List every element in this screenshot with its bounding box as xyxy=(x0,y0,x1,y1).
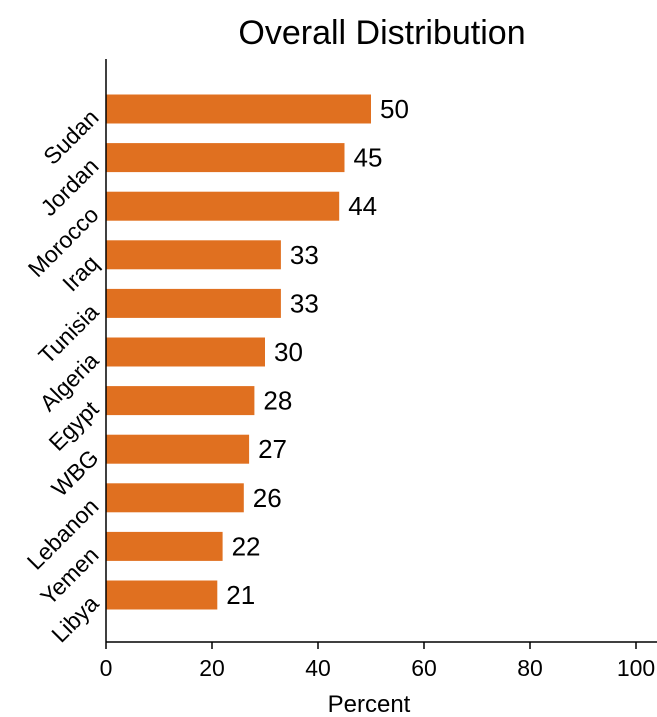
data-label-libya: 21 xyxy=(226,580,255,610)
x-tick-label-80: 80 xyxy=(517,655,543,681)
bar-lebanon xyxy=(106,483,244,513)
bars-group xyxy=(106,94,371,610)
data-labels-group: 50 45 44 33 33 30 28 27 26 22 21 xyxy=(226,94,409,610)
x-axis-title: Percent xyxy=(328,691,411,717)
bar-wbg xyxy=(106,434,250,464)
x-ticks-group: 0 20 40 60 80 100 xyxy=(100,642,655,681)
bar-yemen xyxy=(106,531,223,561)
data-label-iraq: 33 xyxy=(290,240,319,270)
bar-egypt xyxy=(106,386,255,416)
category-label-wbg: WBG xyxy=(46,444,103,501)
data-label-wbg: 27 xyxy=(258,434,287,464)
data-label-algeria: 30 xyxy=(274,337,303,367)
data-label-tunisia: 33 xyxy=(290,288,319,318)
bar-sudan xyxy=(106,94,371,124)
bar-morocco xyxy=(106,191,340,221)
data-label-morocco: 44 xyxy=(348,191,377,221)
data-label-jordan: 45 xyxy=(354,143,383,173)
chart-title: Overall Distribution xyxy=(238,14,525,52)
x-tick-label-60: 60 xyxy=(411,655,437,681)
category-labels-group: SudanJordanMoroccoIraqTunisiaAlgeriaEgyp… xyxy=(22,104,104,647)
data-label-yemen: 22 xyxy=(232,531,261,561)
data-label-egypt: 28 xyxy=(263,386,292,416)
bar-libya xyxy=(106,580,218,610)
data-label-lebanon: 26 xyxy=(253,483,282,513)
category-label-sudan: Sudan xyxy=(38,104,103,169)
bar-algeria xyxy=(106,337,265,367)
data-label-sudan: 50 xyxy=(380,94,409,124)
x-tick-label-40: 40 xyxy=(305,655,331,681)
bar-iraq xyxy=(106,240,281,270)
x-tick-label-20: 20 xyxy=(199,655,225,681)
x-tick-label-100: 100 xyxy=(617,655,655,681)
x-tick-label-0: 0 xyxy=(100,655,113,681)
bar-jordan xyxy=(106,143,345,173)
bar-tunisia xyxy=(106,288,281,318)
